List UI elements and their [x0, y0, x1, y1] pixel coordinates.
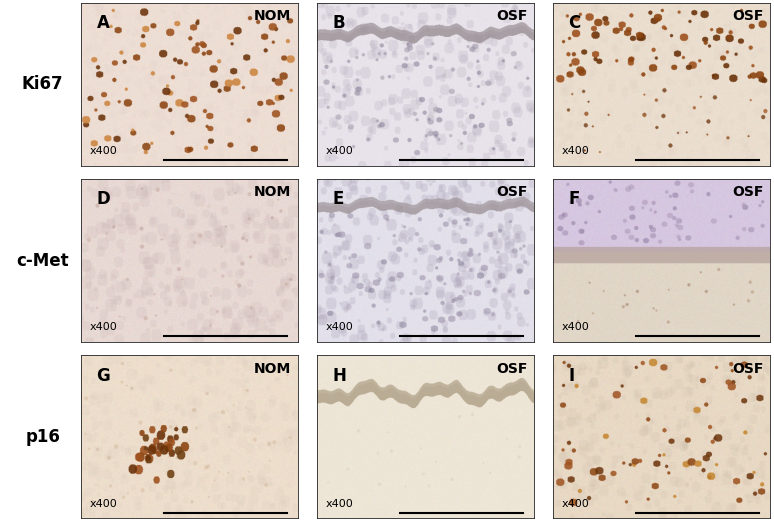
Text: F: F — [569, 190, 580, 208]
Text: c-Met: c-Met — [16, 252, 69, 269]
Text: OSF: OSF — [496, 362, 528, 376]
Text: x400: x400 — [562, 146, 590, 156]
Text: I: I — [569, 367, 575, 384]
Text: x400: x400 — [326, 499, 354, 508]
Text: OSF: OSF — [496, 185, 528, 200]
Text: x400: x400 — [90, 146, 118, 156]
Text: NOM: NOM — [254, 185, 292, 200]
Text: A: A — [97, 14, 109, 32]
Text: Ki67: Ki67 — [22, 75, 63, 93]
Text: x400: x400 — [326, 322, 354, 332]
Text: E: E — [333, 190, 344, 208]
Text: NOM: NOM — [254, 362, 292, 376]
Text: x400: x400 — [562, 499, 590, 508]
Text: p16: p16 — [25, 428, 60, 446]
Text: OSF: OSF — [732, 362, 764, 376]
Text: B: B — [333, 14, 345, 32]
Text: OSF: OSF — [496, 9, 528, 23]
Text: x400: x400 — [326, 146, 354, 156]
Text: x400: x400 — [562, 322, 590, 332]
Text: OSF: OSF — [732, 9, 764, 23]
Text: x400: x400 — [90, 499, 118, 508]
Text: C: C — [569, 14, 580, 32]
Text: NOM: NOM — [254, 9, 292, 23]
Text: D: D — [97, 190, 110, 208]
Text: OSF: OSF — [732, 185, 764, 200]
Text: G: G — [97, 367, 110, 384]
Text: H: H — [333, 367, 347, 384]
Text: x400: x400 — [90, 322, 118, 332]
